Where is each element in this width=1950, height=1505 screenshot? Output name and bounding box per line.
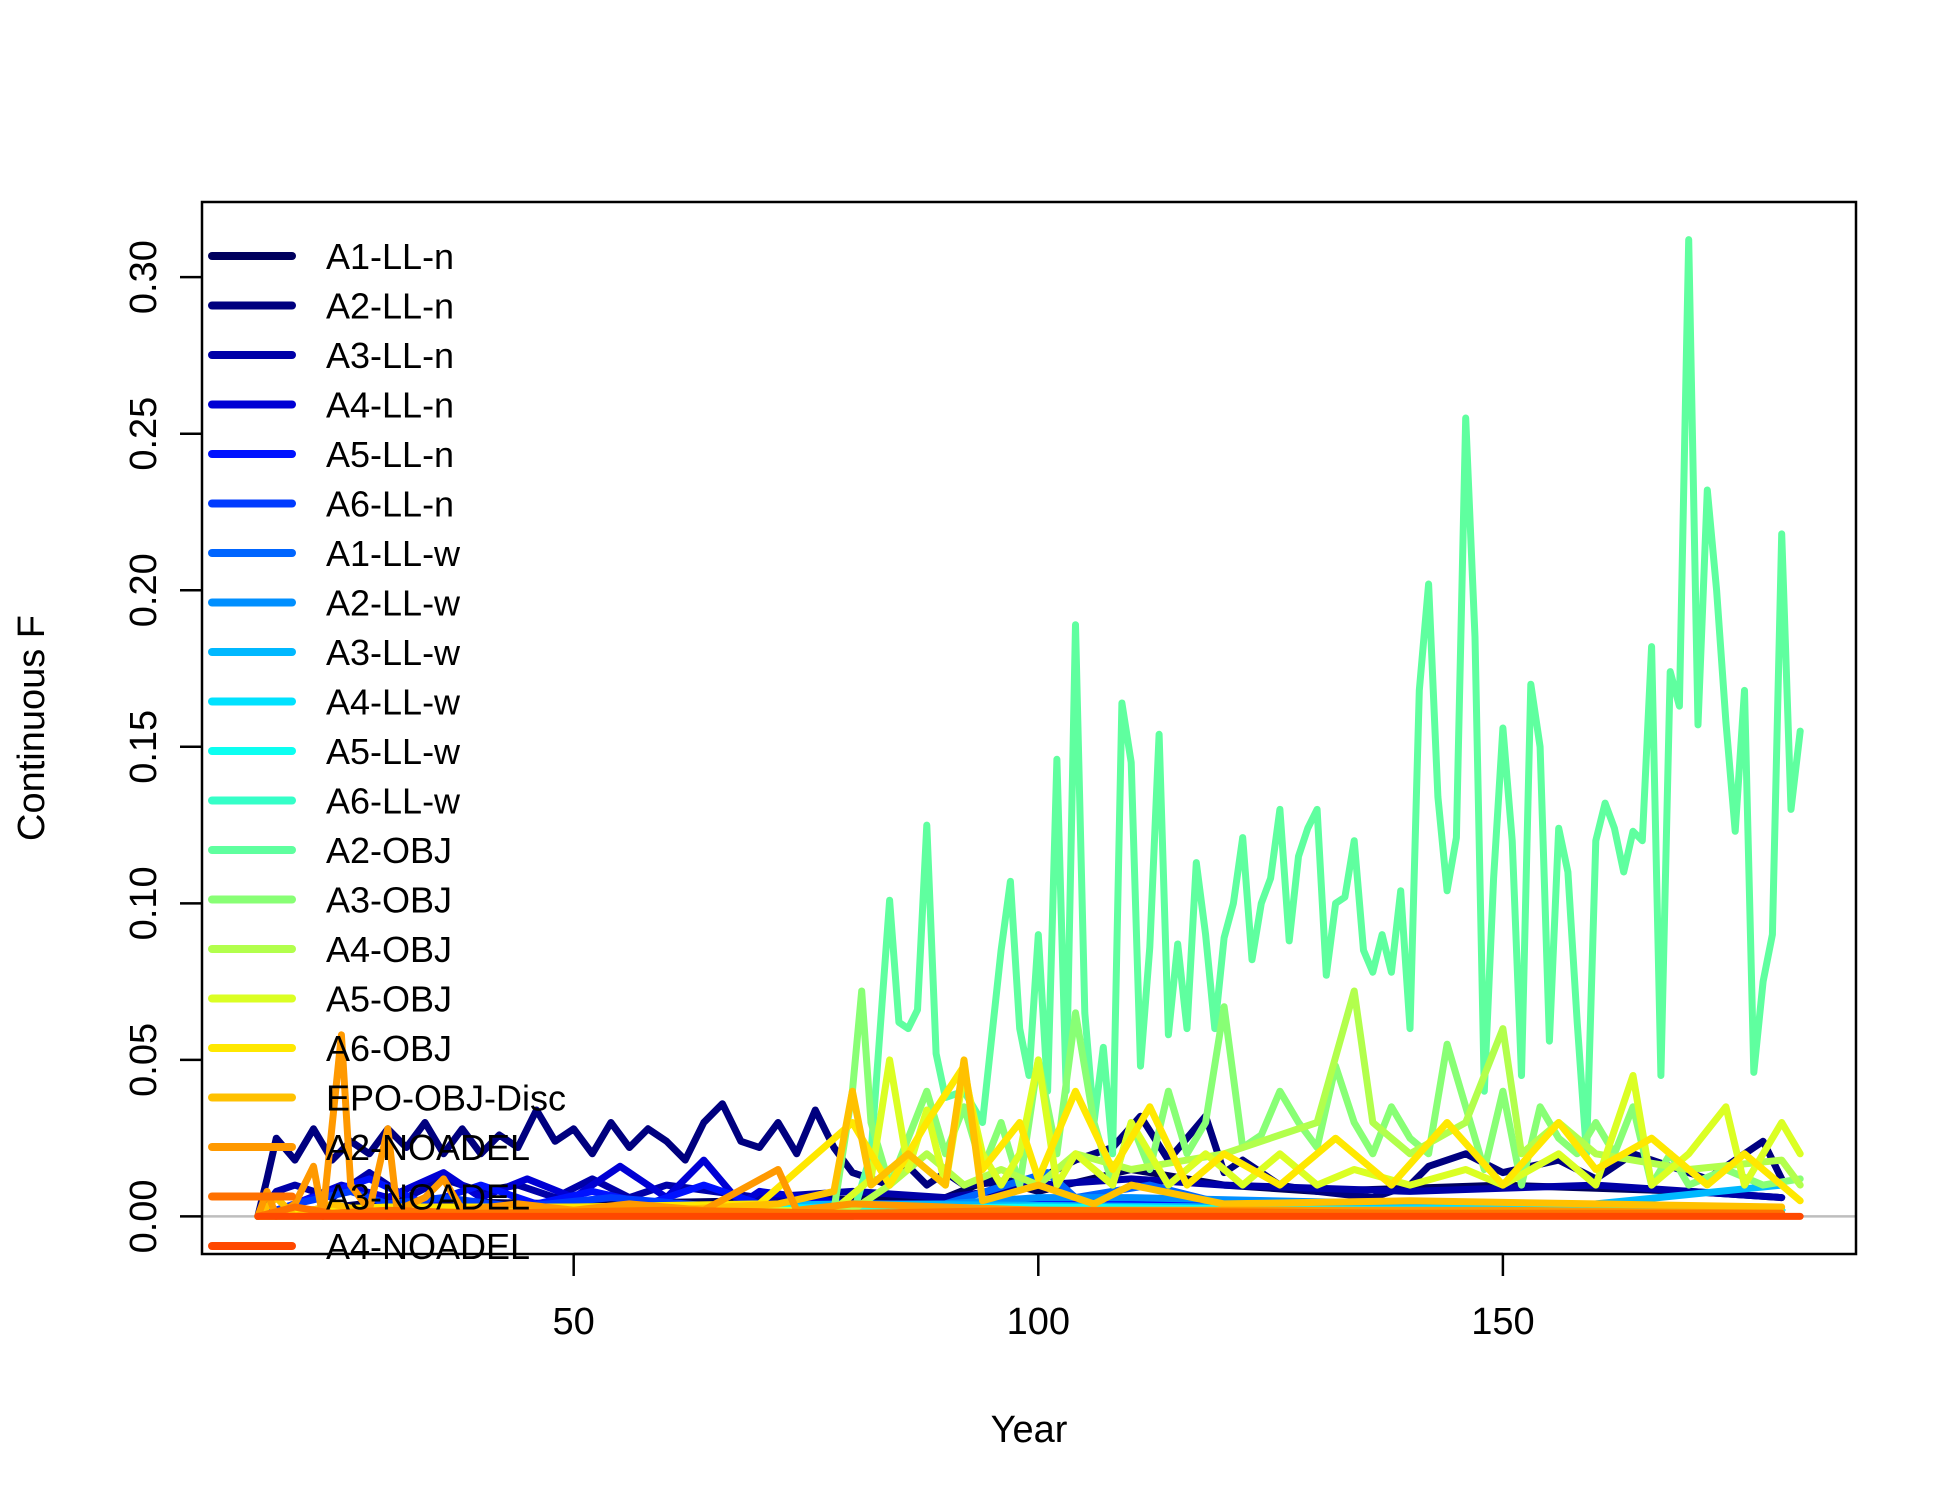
series-line-a2-ll-n xyxy=(254,1100,1786,1220)
x-axis-label: Year xyxy=(991,1409,1068,1451)
legend-label: A5-OBJ xyxy=(326,979,452,1020)
x-tick-label: 150 xyxy=(1471,1301,1534,1343)
series-line-a2-noadel xyxy=(254,1031,1786,1220)
x-tick-label: 100 xyxy=(1007,1301,1070,1343)
legend-label: A1-LL-w xyxy=(326,533,461,574)
series-line-a3-noadel xyxy=(254,1203,1786,1220)
legend-label: A4-LL-w xyxy=(326,682,461,723)
series-layer xyxy=(254,236,1804,1220)
legend-label: A3-OBJ xyxy=(326,880,452,921)
x-tick-label: 50 xyxy=(553,1301,595,1343)
y-tick-label: 0.15 xyxy=(123,710,165,784)
legend-label: A2-NOADEL xyxy=(326,1127,530,1168)
y-tick-label: 0.20 xyxy=(123,553,165,627)
legend-label: A2-LL-n xyxy=(326,286,454,327)
legend-label: EPO-OBJ-Disc xyxy=(326,1078,566,1119)
axes-layer: 50 100 150 0.00 0.05 0.10 0.15 0.20 0.25 0.30 xyxy=(123,240,1535,1343)
legend-label: A2-OBJ xyxy=(326,830,452,871)
y-axis-label: Continuous F xyxy=(11,615,53,841)
legend-label: A4-LL-n xyxy=(326,385,454,426)
legend-label: A4-OBJ xyxy=(326,929,452,970)
legend-label: A6-LL-w xyxy=(326,781,461,822)
legend-label: A5-LL-n xyxy=(326,434,454,475)
legend-label: A3-LL-n xyxy=(326,335,454,376)
legend-label: A4-NOADEL xyxy=(326,1226,530,1267)
y-tick-label: 0.00 xyxy=(123,1179,165,1253)
series-line-a5-obj xyxy=(254,1056,1804,1220)
legend-label: A1-LL-n xyxy=(326,236,454,277)
legend-label: A2-LL-w xyxy=(326,583,461,624)
legend-label: A6-OBJ xyxy=(326,1028,452,1069)
y-tick-label: 0.25 xyxy=(123,397,165,471)
series-line-a2-obj xyxy=(254,236,1804,1220)
legend-label: A3-NOADEL xyxy=(326,1177,530,1218)
y-tick-label: 0.10 xyxy=(123,866,165,940)
legend-label: A5-LL-w xyxy=(326,731,461,772)
y-tick-label: 0.05 xyxy=(123,1023,165,1097)
legend-label: A3-LL-w xyxy=(326,632,461,673)
series-line-a6-obj xyxy=(254,1062,1804,1220)
legend-label: A6-LL-n xyxy=(326,484,454,525)
y-tick-label: 0.30 xyxy=(123,240,165,314)
legend: A1-LL-n A2-LL-n A3-LL-n A4-LL-n A5-LL-n A6-LL… xyxy=(208,236,566,1267)
